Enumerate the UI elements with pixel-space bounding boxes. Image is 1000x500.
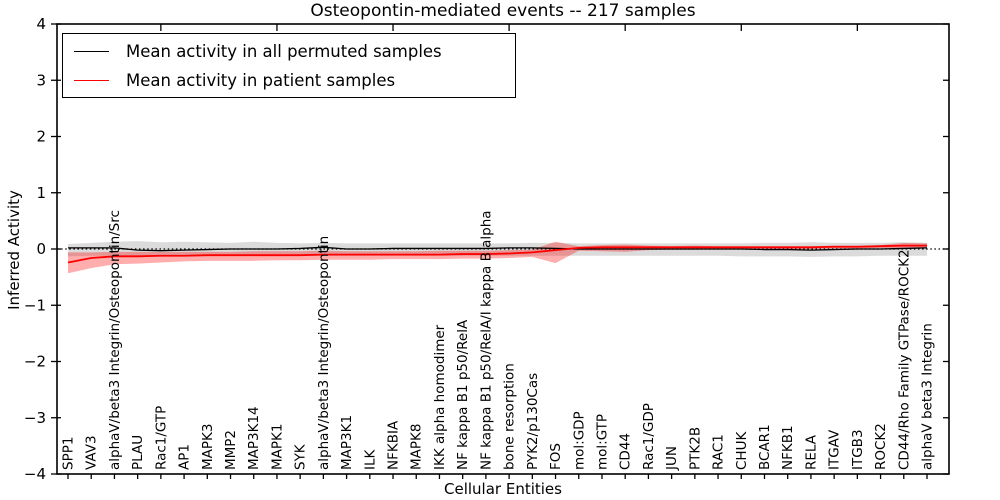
- x-category-label: Rac1/GTP: [153, 406, 169, 470]
- x-category-label: AP1: [177, 444, 193, 470]
- x-category-label: SYK: [293, 443, 309, 470]
- legend-label: Mean activity in all permuted samples: [126, 41, 442, 61]
- x-category-label: MAPK1: [269, 424, 285, 470]
- legend-entry-patient: Mean activity in patient samples: [63, 66, 515, 95]
- x-category-label: VAV3: [84, 435, 100, 470]
- x-category-label: alphaV/beta3 Integrin/Osteopontin: [316, 236, 332, 470]
- x-category-label: ROCK2: [873, 423, 889, 470]
- x-category-label: BCAR1: [757, 424, 773, 470]
- x-category-label: MAP3K1: [339, 415, 355, 470]
- y-axis-title: Inferred Activity: [5, 190, 23, 310]
- x-category-label: JUN: [664, 446, 680, 471]
- x-category-label: RELA: [803, 434, 819, 470]
- x-category-label: alphaV beta3 Integrin: [920, 323, 936, 470]
- y-tick-label: 3: [36, 71, 46, 89]
- x-category-label: CD44/Rho Family GTPase/ROCK2: [896, 249, 912, 470]
- x-category-label: MMP2: [223, 430, 239, 470]
- x-category-label: Rac1/GDP: [641, 403, 657, 470]
- permuted-mean-line: [68, 246, 928, 252]
- permuted-confidence-band: [68, 241, 927, 257]
- x-category-label: PLAU: [130, 435, 146, 470]
- y-tick-label: 0: [36, 240, 46, 258]
- x-category-label: IKK alpha homodimer: [432, 324, 448, 470]
- x-category-label: ITGAV: [827, 429, 843, 470]
- y-tick-label: 2: [36, 128, 46, 146]
- x-category-label: NF kappa B1 p50/RelA/I kappa B alpha: [478, 210, 494, 470]
- x-axis-title: Cellular Entities: [444, 480, 562, 498]
- x-category-label: mol:GDP: [571, 411, 587, 470]
- x-category-label: bone resorption: [502, 363, 518, 470]
- y-tick-label: −4: [24, 465, 46, 483]
- x-category-label: SPP1: [61, 437, 77, 470]
- patient-confidence-band: [68, 241, 927, 274]
- x-category-label: FOS: [548, 443, 564, 470]
- x-category-label: PYK2/p130Cas: [525, 373, 541, 470]
- x-category-label: CHUK: [734, 431, 750, 470]
- legend-entry-permuted: Mean activity in all permuted samples: [63, 37, 515, 66]
- x-category-label: NFKB1: [780, 425, 796, 470]
- x-category-label: ILK: [362, 448, 378, 470]
- patient-line-swatch: [74, 79, 109, 81]
- patient-mean-line: [67, 244, 927, 264]
- chart-title: Osteopontin-mediated events -- 217 sampl…: [310, 1, 696, 21]
- y-tick-label: −3: [24, 409, 46, 427]
- x-category-label: ITGB3: [850, 429, 866, 470]
- x-category-label: alphaV/beta3 Integrin/Osteopontin/Src: [107, 210, 123, 470]
- x-category-label: CD44: [618, 433, 634, 470]
- legend: Mean activity in all permuted samples Me…: [62, 33, 516, 98]
- x-category-label: NFKBIA: [386, 420, 402, 470]
- x-category-label: mol:GTP: [594, 414, 610, 470]
- x-category-label: NF kappa B1 p50/RelA: [455, 319, 471, 470]
- x-category-label: MAP3K14: [246, 406, 262, 470]
- y-tick-label: −2: [24, 353, 46, 371]
- x-category-label: MAPK3: [200, 424, 216, 470]
- y-tick-label: 4: [36, 15, 46, 33]
- legend-label: Mean activity in patient samples: [126, 70, 396, 90]
- x-category-label: RAC1: [711, 434, 727, 470]
- y-tick-label: 1: [36, 184, 46, 202]
- permuted-line-swatch: [74, 50, 109, 52]
- y-tick-label: −1: [24, 296, 46, 314]
- x-category-label: PTK2B: [687, 427, 703, 470]
- x-category-label: MAPK8: [409, 424, 425, 470]
